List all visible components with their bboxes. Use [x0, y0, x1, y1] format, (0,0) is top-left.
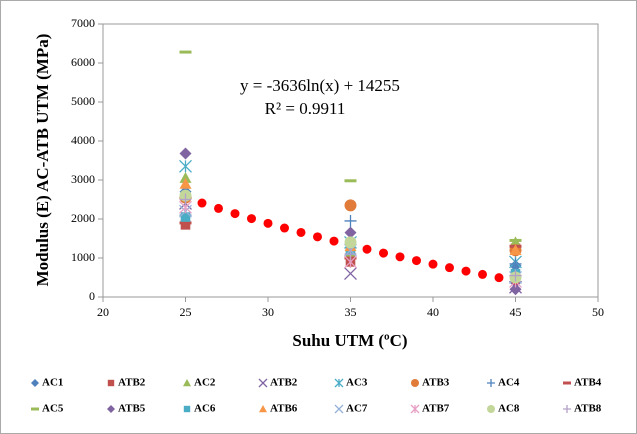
data-point — [509, 244, 522, 255]
data-point — [179, 147, 192, 160]
marker — [487, 405, 495, 413]
y-tick-label: 3000 — [71, 172, 95, 186]
data-point — [509, 257, 522, 270]
trend-point — [445, 263, 454, 273]
trend-point — [280, 223, 289, 233]
data-point — [180, 212, 191, 222]
data-point — [344, 199, 357, 212]
trend-point — [214, 203, 223, 213]
legend-label: AC7 — [346, 403, 368, 415]
trend-point — [379, 248, 388, 258]
x-axis-title: Suhu UTM (ºC) — [292, 331, 407, 350]
data-point — [344, 248, 357, 261]
marker — [411, 379, 419, 387]
x-tick-label: 30 — [262, 305, 274, 319]
legend-label: AC8 — [498, 403, 520, 415]
marker — [107, 405, 115, 413]
legend-label: ATB5 — [118, 403, 146, 415]
marker — [487, 379, 495, 387]
legend-label: ATB6 — [270, 403, 298, 415]
y-tick-label: 0 — [89, 289, 95, 303]
legend-label: ATB8 — [574, 403, 602, 415]
r-squared: R² = 0.9911 — [265, 99, 346, 118]
legend-label: AC3 — [346, 377, 368, 389]
trend-point — [494, 273, 504, 283]
x-tick-label: 40 — [427, 305, 439, 319]
trend-equation: y = -3636ln(x) + 14255 — [240, 76, 400, 95]
marker — [563, 405, 571, 413]
marker — [258, 378, 268, 388]
data-point — [344, 236, 357, 249]
legend-label: ATB2 — [270, 377, 298, 389]
legend-label: AC6 — [194, 403, 216, 415]
trend-point — [197, 198, 207, 208]
data-point — [179, 177, 192, 189]
marker — [183, 379, 191, 387]
trend-point — [263, 218, 273, 228]
marker — [107, 379, 115, 387]
marker — [183, 405, 191, 413]
data-point — [509, 283, 522, 296]
y-tick-label: 4000 — [71, 133, 95, 147]
trend-point — [428, 259, 438, 269]
trend-point — [230, 209, 240, 219]
x-tick-label: 35 — [345, 305, 357, 319]
data-point — [180, 220, 191, 230]
data-point — [179, 159, 192, 173]
data-point — [509, 269, 522, 282]
y-tick-label: 7000 — [71, 16, 95, 30]
y-tick-label: 5000 — [71, 94, 95, 108]
trend-point — [329, 236, 339, 246]
data-point — [179, 172, 192, 183]
y-tick-label: 1000 — [71, 250, 95, 264]
trend-point — [362, 244, 372, 254]
trend-point — [395, 252, 405, 262]
trend-point — [313, 232, 322, 242]
y-axis-title: Modulus (E) AC-ATB UTM (MPa) — [33, 34, 52, 287]
trend-point — [461, 266, 471, 276]
legend-label: AC1 — [42, 377, 63, 389]
marker — [259, 405, 267, 413]
trend-point — [247, 214, 256, 224]
data-point — [344, 214, 357, 227]
y-tick-label: 2000 — [71, 211, 95, 225]
marker — [334, 404, 344, 414]
trend-point — [412, 256, 421, 266]
legend-label: ATB4 — [574, 377, 602, 389]
marker — [31, 379, 39, 387]
legend-label: AC2 — [194, 377, 216, 389]
x-tick-label: 25 — [180, 305, 192, 319]
x-tick-label: 50 — [592, 305, 604, 319]
x-tick-label: 45 — [510, 305, 522, 319]
y-tick-label: 6000 — [71, 55, 95, 69]
data-point — [179, 193, 192, 206]
trend-point — [478, 269, 487, 279]
marker — [410, 404, 420, 414]
legend-label: AC5 — [42, 403, 64, 415]
legend-label: ATB3 — [422, 377, 450, 389]
trend-point — [296, 227, 306, 237]
legend-label: ATB2 — [118, 377, 146, 389]
data-point — [344, 267, 357, 281]
legend-label: AC4 — [498, 377, 520, 389]
x-tick-label: 20 — [97, 305, 109, 319]
data-point — [344, 226, 357, 239]
legend-label: ATB7 — [422, 403, 450, 415]
marker — [334, 378, 344, 388]
